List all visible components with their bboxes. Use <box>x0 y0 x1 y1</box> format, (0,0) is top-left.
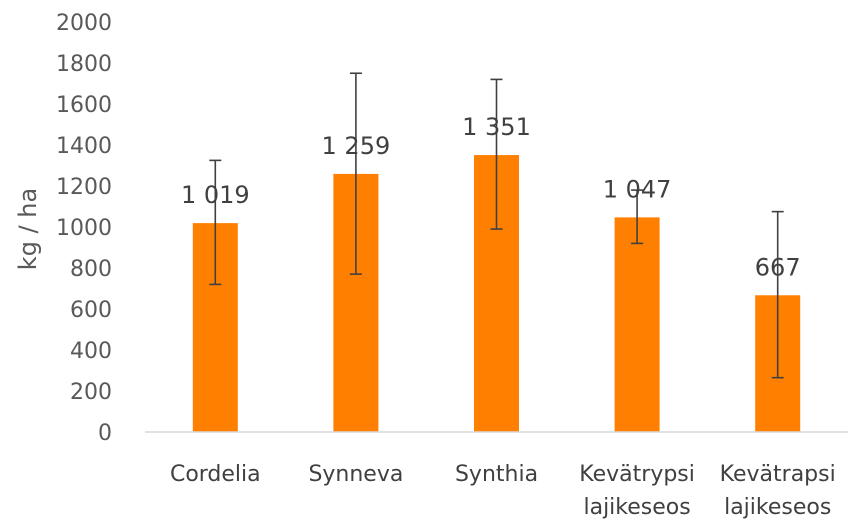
category-label: Synneva <box>308 462 403 487</box>
y-tick-label: 1600 <box>56 93 112 118</box>
category-label: Kevätrypsi <box>579 462 695 487</box>
y-tick-label: 600 <box>70 298 112 323</box>
data-labels: 1 019 1 259 1 351 1 047 667 <box>181 113 801 281</box>
data-label: 1 259 <box>322 132 391 160</box>
category-labels: Cordelia Synneva Synthia Kevätrypsi lajikese… <box>170 462 836 520</box>
error-bar <box>490 78 503 230</box>
y-tick-label: 1800 <box>56 52 112 77</box>
error-bar <box>771 210 784 379</box>
y-tick-label: 800 <box>70 257 112 282</box>
category-label: lajikeseos <box>724 495 831 520</box>
bar <box>614 217 660 432</box>
data-label: 1 351 <box>462 113 531 141</box>
y-axis-label-group: kg / ha <box>14 188 42 270</box>
category-label: Synthia <box>455 462 538 487</box>
category-label: lajikeseos <box>583 495 690 520</box>
error-bar <box>349 72 362 275</box>
y-axis-ticks: 0 200 400 600 800 1000 1200 1400 1600 1800 2000 <box>56 11 112 446</box>
y-tick-label: 1400 <box>56 134 112 159</box>
error-bar <box>631 189 644 245</box>
y-tick-label: 200 <box>70 380 112 405</box>
data-label: 1 019 <box>181 181 250 209</box>
error-bars <box>209 72 784 379</box>
y-tick-label: 1200 <box>56 175 112 200</box>
category-label: Kevätrapsi <box>720 462 836 487</box>
y-tick-label: 2000 <box>56 11 112 36</box>
y-tick-label: 1000 <box>56 216 112 241</box>
y-tick-label: 400 <box>70 339 112 364</box>
error-bar <box>209 159 222 286</box>
data-label: 667 <box>755 253 801 281</box>
category-label: Cordelia <box>170 462 261 487</box>
y-tick-label: 0 <box>98 421 112 446</box>
data-label: 1 047 <box>603 175 672 203</box>
y-axis-label: kg / ha <box>14 188 42 270</box>
